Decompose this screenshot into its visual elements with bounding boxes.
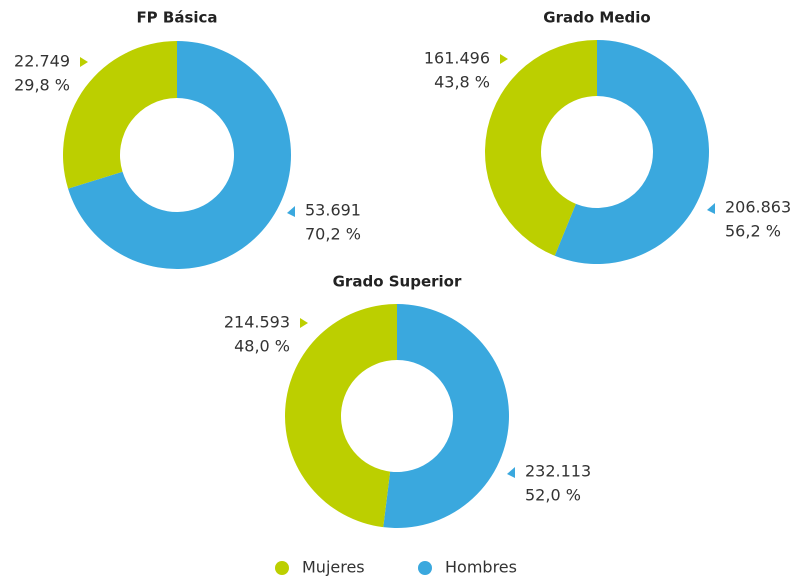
slice xyxy=(68,41,291,269)
slice xyxy=(285,304,397,528)
slice xyxy=(383,304,509,528)
value-label: 232.113 xyxy=(525,462,591,481)
percentage-label: 70,2 % xyxy=(305,225,361,244)
percentage-label: 29,8 % xyxy=(14,76,70,95)
pointer xyxy=(287,206,295,217)
percentage-label: 43,8 % xyxy=(434,73,490,92)
slice xyxy=(554,40,709,264)
pointer xyxy=(300,318,308,328)
legend-label: Hombres xyxy=(445,558,517,577)
value-label: 161.496 xyxy=(424,49,490,68)
legend-swatch xyxy=(418,561,432,575)
chart-title: Grado Superior xyxy=(333,273,462,291)
slice xyxy=(62,41,177,189)
chart-title: Grado Medio xyxy=(543,9,650,27)
value-label: 214.593 xyxy=(224,313,290,332)
value-label: 53.691 xyxy=(305,201,361,220)
legend-label: Mujeres xyxy=(302,558,365,577)
pointer xyxy=(507,467,515,478)
slice xyxy=(484,40,597,256)
value-label: 22.749 xyxy=(14,52,70,71)
percentage-label: 48,0 % xyxy=(234,337,290,356)
pointer xyxy=(500,54,508,64)
pointer xyxy=(707,203,715,214)
chart-title: FP Básica xyxy=(136,9,217,27)
legend-swatch xyxy=(275,561,289,575)
pointer xyxy=(80,57,88,67)
percentage-label: 56,2 % xyxy=(725,222,781,241)
percentage-label: 52,0 % xyxy=(525,486,581,505)
value-label: 206.863 xyxy=(725,198,791,217)
